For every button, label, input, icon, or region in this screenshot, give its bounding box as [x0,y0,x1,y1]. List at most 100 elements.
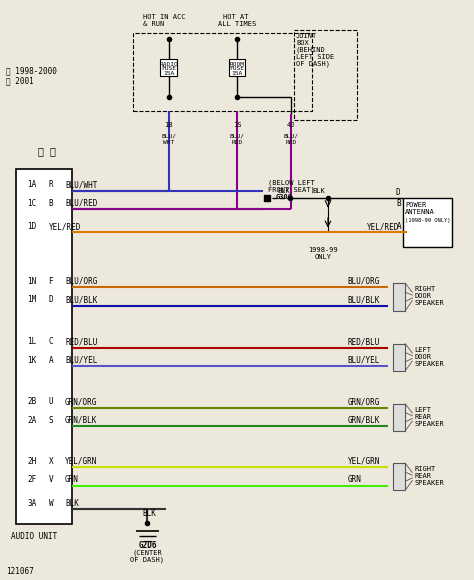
Bar [393,283,405,311]
Text: 1M: 1M [27,295,36,305]
Text: BLU/: BLU/ [229,133,245,139]
Text: 1L: 1L [27,338,36,346]
Text: YEL/RED: YEL/RED [48,222,81,231]
Text: BLK: BLK [312,188,325,194]
Text: 2B: 2B [27,397,36,407]
Text: 3A: 3A [27,499,36,508]
Text: RADIO: RADIO [159,62,178,67]
Text: 1C: 1C [27,199,36,208]
Bar [393,404,405,431]
Text: A: A [397,222,401,231]
Text: V: V [48,476,53,484]
Text: ONLY: ONLY [315,254,332,260]
Text: BLU/BLK: BLU/BLK [348,295,380,305]
Text: JOINT: JOINT [296,33,317,39]
Text: G300: G300 [276,194,292,200]
Text: S: S [48,416,53,425]
Text: G2D6: G2D6 [138,541,157,550]
Text: BLU/YEL: BLU/YEL [348,356,380,365]
Text: BLU/ORG: BLU/ORG [65,277,97,286]
Text: D: D [48,295,53,305]
Text: Ⓑ 2001: Ⓑ 2001 [6,77,34,85]
Bar [293,30,357,119]
Text: FRONT SEAT): FRONT SEAT) [268,187,314,193]
Text: 2F: 2F [27,476,36,484]
Text: 2A: 2A [27,416,36,425]
Bar [160,59,177,77]
Text: GRN/BLK: GRN/BLK [65,416,97,425]
Text: HOT IN ACC: HOT IN ACC [143,14,185,20]
Text: BLU/BLK: BLU/BLK [65,295,97,305]
Text: 1S: 1S [233,122,241,129]
Text: B: B [397,199,401,208]
Text: X: X [48,457,53,466]
Text: WHT: WHT [163,140,174,146]
Text: BLU/ORG: BLU/ORG [348,277,380,286]
Bar [16,169,72,524]
Bar [133,33,312,111]
Bar [393,463,405,490]
Text: BLU/RED: BLU/RED [65,199,97,208]
Text: (BELOW LEFT: (BELOW LEFT [268,180,314,186]
Text: Ⓐ 1998-2000: Ⓐ 1998-2000 [6,66,57,75]
Text: BLU/WHT: BLU/WHT [65,180,97,190]
Text: GRN/ORG: GRN/ORG [65,397,97,407]
Text: 1998-99: 1998-99 [309,246,338,253]
Text: ALL TIMES: ALL TIMES [218,21,256,27]
Text: Ⓐ: Ⓐ [37,147,43,157]
Text: BLU/: BLU/ [284,133,299,139]
Text: ANTENNA: ANTENNA [405,209,435,215]
Text: Ⓑ: Ⓑ [49,147,55,157]
Text: BLK: BLK [65,499,79,508]
Text: AUDIO UNIT: AUDIO UNIT [11,532,57,541]
Text: LEFT
REAR
SPEAKER: LEFT REAR SPEAKER [415,407,445,427]
Text: POWER: POWER [405,202,427,208]
Text: RED: RED [231,140,243,146]
Text: FUSE: FUSE [161,66,176,71]
Bar [228,59,246,77]
Text: BOX: BOX [296,40,309,46]
Text: D: D [396,188,401,197]
Text: 1B: 1B [164,122,173,129]
Text: RED: RED [285,140,297,146]
Text: 15A: 15A [163,71,174,76]
Text: OF DASH): OF DASH) [296,60,330,67]
Text: GRN/ORG: GRN/ORG [348,397,380,407]
Text: LEFT SIDE: LEFT SIDE [296,54,334,60]
Text: W: W [48,499,53,508]
Text: BLU/: BLU/ [161,133,176,139]
Text: 2H: 2H [27,457,36,466]
Text: 4J: 4J [287,122,295,129]
Text: GRN: GRN [65,476,79,484]
Text: HOT AT: HOT AT [223,14,248,20]
Text: OF DASH): OF DASH) [130,556,164,563]
Text: YEL/GRN: YEL/GRN [65,457,97,466]
Text: 121067: 121067 [6,567,34,576]
Text: & RUN: & RUN [143,21,164,27]
Text: RED/BLU: RED/BLU [348,338,380,346]
Text: R: R [48,180,53,190]
Text: 15A: 15A [231,71,243,76]
Text: 1N: 1N [27,277,36,286]
Text: 1K: 1K [27,356,36,365]
Bar [403,198,452,246]
Text: (1998-99 ONLY): (1998-99 ONLY) [405,218,451,223]
Text: YEL/GRN: YEL/GRN [348,457,380,466]
Text: ROOM: ROOM [229,62,245,67]
Text: F: F [48,277,53,286]
Text: BLK: BLK [278,188,291,194]
Text: U: U [48,397,53,407]
Text: FUSE: FUSE [229,66,245,71]
Text: GRN/BLK: GRN/BLK [348,416,380,425]
Text: RIGHT
DOOR
SPEAKER: RIGHT DOOR SPEAKER [415,287,445,306]
Text: A: A [48,356,53,365]
Bar [393,344,405,371]
Text: LEFT
DOOR
SPEAKER: LEFT DOOR SPEAKER [415,347,445,367]
Text: BLU/YEL: BLU/YEL [65,356,97,365]
Text: C: C [48,338,53,346]
Text: (BEHIND: (BEHIND [296,46,326,53]
Text: RIGHT
REAR
SPEAKER: RIGHT REAR SPEAKER [415,466,445,487]
Text: 1D: 1D [27,222,36,231]
Text: YEL/RED: YEL/RED [366,222,399,231]
Text: 1A: 1A [27,180,36,190]
